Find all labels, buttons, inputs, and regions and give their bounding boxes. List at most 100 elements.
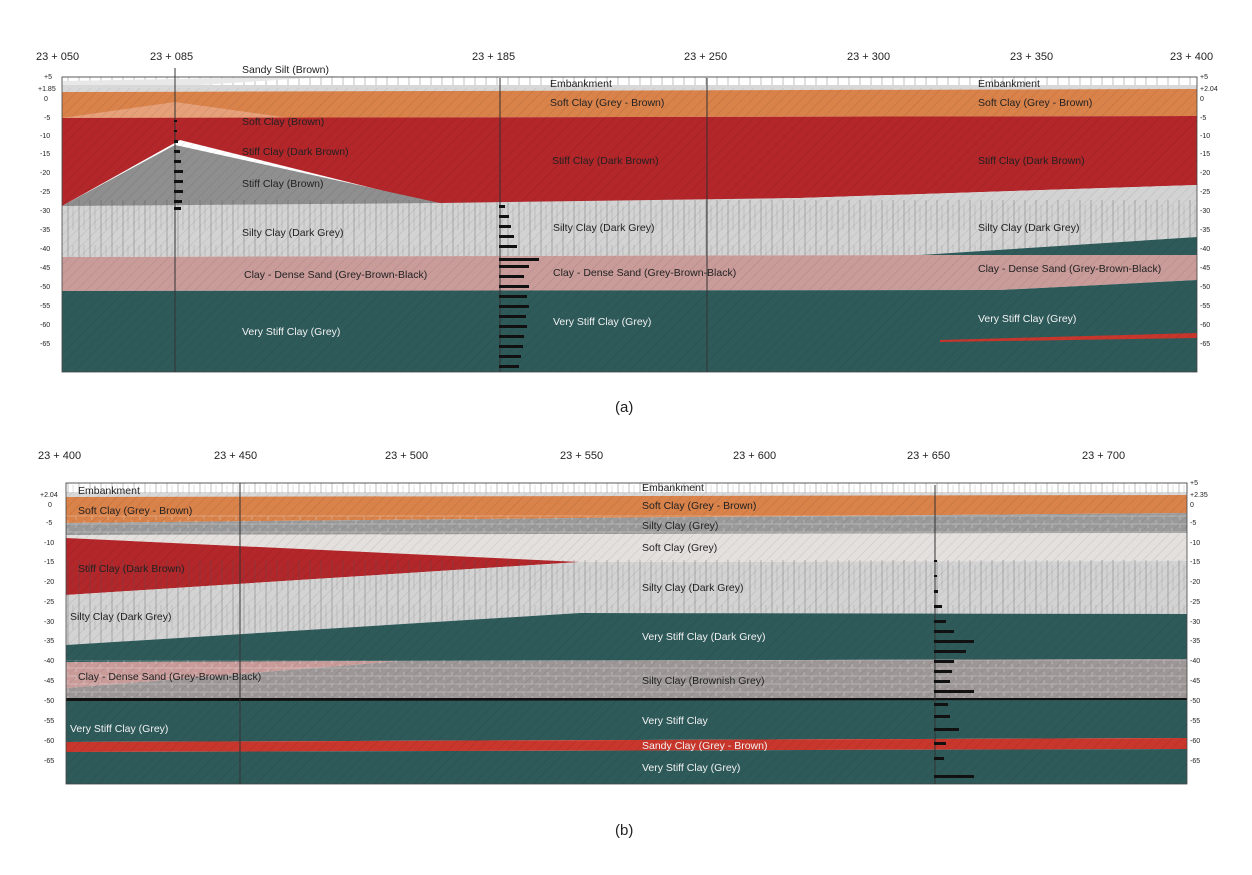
svg-text:+2.04: +2.04: [40, 492, 58, 499]
svg-text:+2.35: +2.35: [1190, 492, 1208, 499]
svg-text:0: 0: [48, 502, 52, 509]
layer-label: Embankment: [78, 485, 140, 497]
station-label: 23 + 450: [214, 450, 257, 462]
layer-label: Sandy Clay (Grey - Brown): [642, 740, 767, 752]
svg-text:-60: -60: [1200, 322, 1210, 329]
svg-text:-55: -55: [1190, 718, 1200, 725]
svg-text:0: 0: [44, 96, 48, 103]
svg-text:-60: -60: [40, 322, 50, 329]
panel-caption: (a): [615, 399, 633, 416]
svg-text:+5: +5: [1190, 480, 1198, 487]
spt-log-b1: [934, 560, 974, 778]
svg-text:-20: -20: [44, 579, 54, 586]
station-label: 23 + 550: [560, 450, 603, 462]
layer-label: Stiff Clay (Dark Brown): [78, 563, 185, 575]
svg-text:-45: -45: [44, 678, 54, 685]
panel-b: 23 + 400 23 + 450 23 + 500 23 + 550 23 +…: [38, 450, 1208, 839]
layer-label: Soft Clay (Brown): [242, 116, 324, 128]
layer-label: Clay - Dense Sand (Grey-Brown-Black): [78, 671, 261, 683]
svg-text:-35: -35: [1190, 638, 1200, 645]
layer-label: Very Stiff Clay (Grey): [242, 326, 340, 338]
station-label: 23 + 650: [907, 450, 950, 462]
layer-label: Silty Clay (Dark Grey): [553, 222, 655, 234]
svg-text:-30: -30: [1200, 208, 1210, 215]
svg-text:-40: -40: [40, 246, 50, 253]
svg-text:-50: -50: [40, 284, 50, 291]
svg-text:-50: -50: [1200, 284, 1210, 291]
svg-text:-65: -65: [44, 758, 54, 765]
svg-text:-40: -40: [44, 658, 54, 665]
layer-label: Silty Clay (Grey): [642, 520, 718, 532]
svg-text:-40: -40: [1200, 246, 1210, 253]
svg-text:+2.04: +2.04: [1200, 86, 1218, 93]
layer-label: Very Stiff Clay (Grey): [642, 762, 740, 774]
layer-label: Embankment: [978, 78, 1040, 90]
svg-text:-60: -60: [44, 738, 54, 745]
layer-label: Soft Clay (Grey - Brown): [978, 97, 1092, 109]
station-label: 23 + 700: [1082, 450, 1125, 462]
svg-text:-5: -5: [46, 520, 52, 527]
svg-text:-65: -65: [40, 341, 50, 348]
layer-label: Soft Clay (Grey - Brown): [642, 500, 756, 512]
svg-text:-35: -35: [40, 227, 50, 234]
layer-label: Stiff Clay (Dark Brown): [242, 146, 349, 158]
layer-label: Silty Clay (Dark Grey): [978, 222, 1080, 234]
svg-text:-20: -20: [1200, 170, 1210, 177]
svg-text:-20: -20: [40, 170, 50, 177]
depth-axis-right: +5 +2.35 0 -5 -10 -15 -20 -25 -30 -35 -4…: [1190, 480, 1208, 765]
layer-label: Very Stiff Clay (Grey): [553, 316, 651, 328]
svg-text:+5: +5: [44, 74, 52, 81]
svg-text:-50: -50: [1190, 698, 1200, 705]
svg-text:-5: -5: [1200, 115, 1206, 122]
station-label: 23 + 350: [1010, 51, 1053, 63]
svg-text:-60: -60: [1190, 738, 1200, 745]
svg-text:-15: -15: [40, 151, 50, 158]
station-label: 23 + 400: [1170, 51, 1213, 63]
station-label: 23 + 050: [36, 51, 79, 63]
layer-label: Silty Clay (Dark Grey): [242, 227, 344, 239]
layer-label: Clay - Dense Sand (Grey-Brown-Black): [553, 267, 736, 279]
layer-label: Very Stiff Clay: [642, 715, 708, 727]
svg-text:-50: -50: [44, 698, 54, 705]
svg-text:-5: -5: [44, 115, 50, 122]
station-label: 23 + 600: [733, 450, 776, 462]
svg-text:-45: -45: [1190, 678, 1200, 685]
svg-text:-35: -35: [1200, 227, 1210, 234]
svg-text:-10: -10: [44, 540, 54, 547]
svg-text:-25: -25: [1190, 599, 1200, 606]
layer-label: Stiff Clay (Dark Brown): [978, 155, 1085, 167]
layer-label: Embankment: [550, 78, 612, 90]
panel-a: 23 + 050 23 + 085 23 + 185 23 + 250 23 +…: [36, 51, 1218, 416]
layer-label: Very Stiff Clay (Dark Grey): [642, 631, 766, 643]
layer-label: Embankment: [642, 482, 704, 494]
svg-text:-15: -15: [44, 559, 54, 566]
svg-text:-25: -25: [1200, 189, 1210, 196]
svg-text:-25: -25: [44, 599, 54, 606]
layer-label: Stiff Clay (Brown): [242, 178, 324, 190]
layer-label: Sandy Silt (Brown): [242, 64, 329, 76]
layer-label: Silty Clay (Dark Grey): [642, 582, 744, 594]
svg-text:-40: -40: [1190, 658, 1200, 665]
spt-log-a2: [499, 205, 539, 368]
svg-text:-65: -65: [1190, 758, 1200, 765]
svg-text:-25: -25: [40, 189, 50, 196]
depth-axis-left: +5 +1.85 0 -5 -10 -15 -20 -25 -30 -35 -4…: [38, 74, 56, 348]
layer-label: Clay - Dense Sand (Grey-Brown-Black): [244, 269, 427, 281]
svg-text:-65: -65: [1200, 341, 1210, 348]
svg-text:-55: -55: [44, 718, 54, 725]
svg-text:-10: -10: [1200, 133, 1210, 140]
svg-text:-45: -45: [40, 265, 50, 272]
layer-label: Stiff Clay (Dark Brown): [552, 155, 659, 167]
svg-text:-55: -55: [40, 303, 50, 310]
svg-text:-15: -15: [1190, 559, 1200, 566]
layer-label: Soft Clay (Grey): [642, 542, 717, 554]
svg-text:-55: -55: [1200, 303, 1210, 310]
svg-text:+1.85: +1.85: [38, 86, 56, 93]
panel-caption: (b): [615, 822, 633, 839]
svg-text:0: 0: [1190, 502, 1194, 509]
layer-label: Soft Clay (Grey - Brown): [78, 505, 192, 517]
layer-label: Very Stiff Clay (Grey): [978, 313, 1076, 325]
svg-text:-15: -15: [1200, 151, 1210, 158]
svg-text:-35: -35: [44, 638, 54, 645]
